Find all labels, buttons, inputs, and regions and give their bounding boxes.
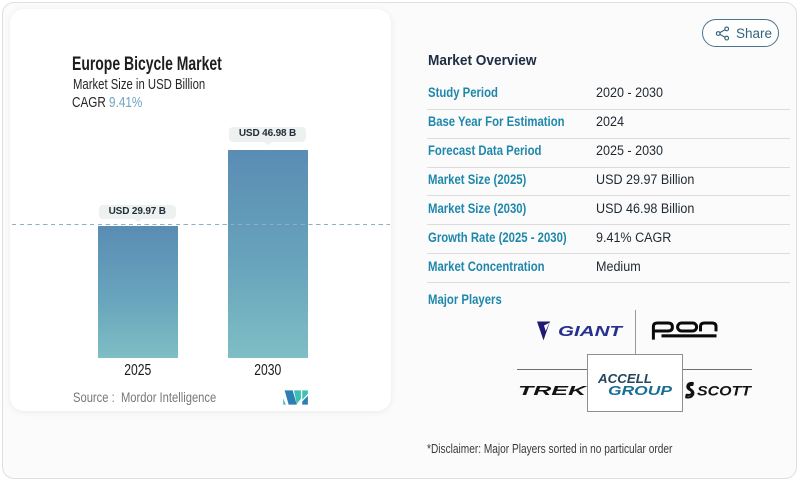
svg-text:SCOTT: SCOTT <box>697 384 753 399</box>
svg-text:ACCELL: ACCELL <box>597 371 652 386</box>
svg-text:GIANT: GIANT <box>558 323 625 340</box>
svg-text:GROUP: GROUP <box>608 384 673 398</box>
svg-text:TREK: TREK <box>518 383 588 398</box>
